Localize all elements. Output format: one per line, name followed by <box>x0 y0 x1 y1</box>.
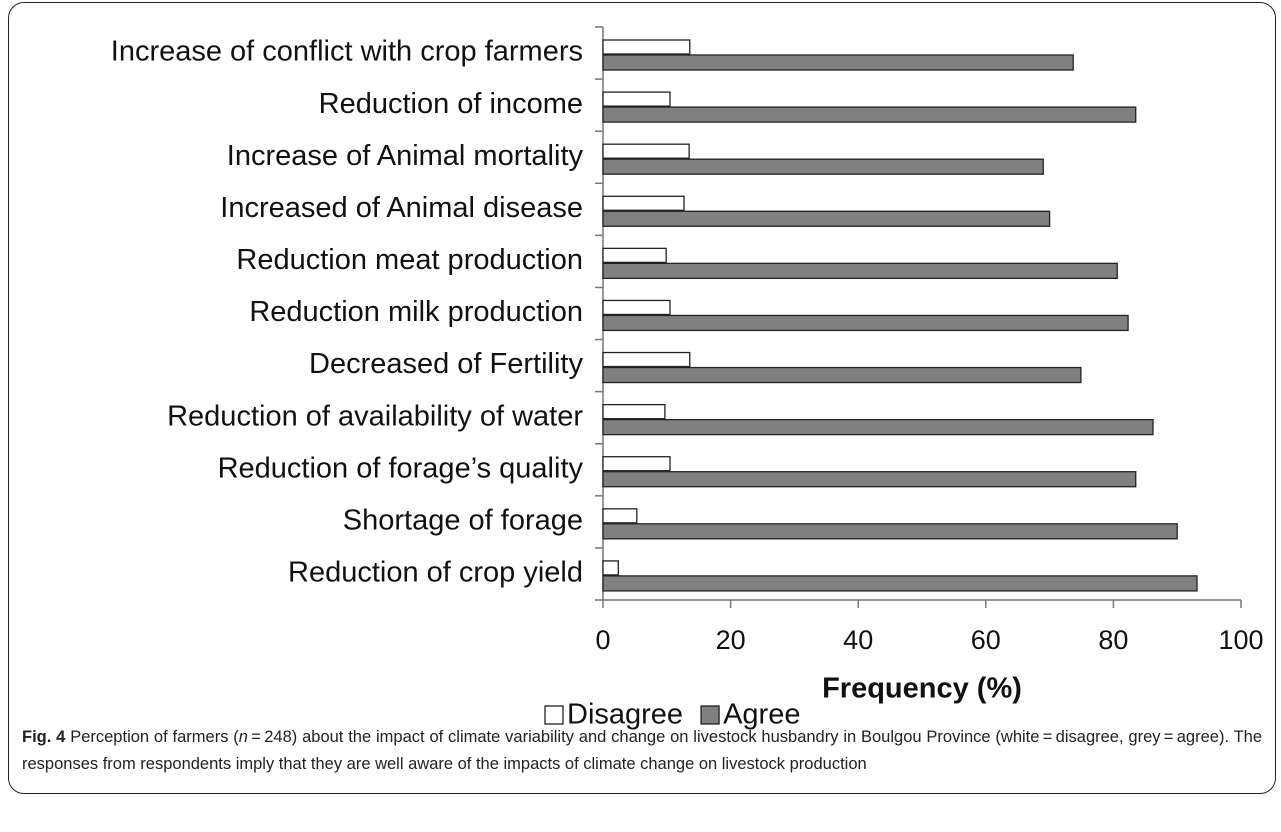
bar <box>602 299 671 316</box>
legend-label: Disagree <box>567 699 683 731</box>
y-tick-label: Increase of Animal mortality <box>227 140 584 172</box>
bar <box>602 262 1118 280</box>
bar <box>602 39 691 55</box>
y-tick-label: Increased of Animal disease <box>220 192 583 224</box>
x-tick-label: 100 <box>1218 625 1263 655</box>
bar <box>602 210 1051 227</box>
legend-swatch <box>700 705 720 725</box>
figure-frame <box>8 2 1276 794</box>
bar <box>602 418 1154 436</box>
bar <box>602 158 1044 175</box>
bar <box>602 314 1129 332</box>
caption-label: Fig. 4 <box>22 728 66 746</box>
y-tick-label: Reduction of income <box>319 88 583 120</box>
bar <box>602 575 1198 592</box>
legend-label: Agree <box>723 699 800 731</box>
x-axis-title: Frequency (%) <box>822 673 1022 705</box>
caption-text: = 248) about the impact of climate varia… <box>22 728 1263 773</box>
legend-swatch <box>544 705 564 725</box>
caption-text: Perception of farmers ( <box>70 728 239 746</box>
bar <box>602 366 1082 384</box>
x-tick-label: 60 <box>971 625 1001 655</box>
y-tick-label: Reduction of forage’s quality <box>218 452 584 484</box>
y-tick-label: Shortage of forage <box>343 505 583 537</box>
bar <box>602 54 1074 71</box>
y-tick-label: Reduction of crop yield <box>288 557 583 589</box>
bar <box>602 560 619 576</box>
x-tick-label: 0 <box>595 625 610 655</box>
y-tick-label: Reduction meat production <box>236 244 583 276</box>
y-tick-label: Decreased of Fertility <box>309 348 583 380</box>
bar <box>602 508 638 524</box>
bar <box>602 523 1178 540</box>
bar <box>602 403 666 420</box>
bar <box>602 471 1137 488</box>
y-tick-label: Increase of conflict with crop farmers <box>111 36 583 68</box>
bar <box>602 143 690 159</box>
bar <box>602 351 691 368</box>
x-tick-label: 40 <box>843 625 873 655</box>
y-tick-label: Reduction of availability of water <box>167 400 583 432</box>
bar <box>602 247 667 264</box>
caption-italic: n <box>238 728 248 746</box>
x-tick-label: 20 <box>716 625 746 655</box>
x-tick-label: 80 <box>1098 625 1128 655</box>
caption: Fig. 4 Perception of farmers (n = 248) a… <box>22 724 1262 778</box>
y-tick-label: Reduction milk production <box>249 296 583 328</box>
bar <box>602 106 1137 123</box>
bar <box>602 195 685 211</box>
bar <box>602 456 671 472</box>
bar <box>602 91 671 107</box>
